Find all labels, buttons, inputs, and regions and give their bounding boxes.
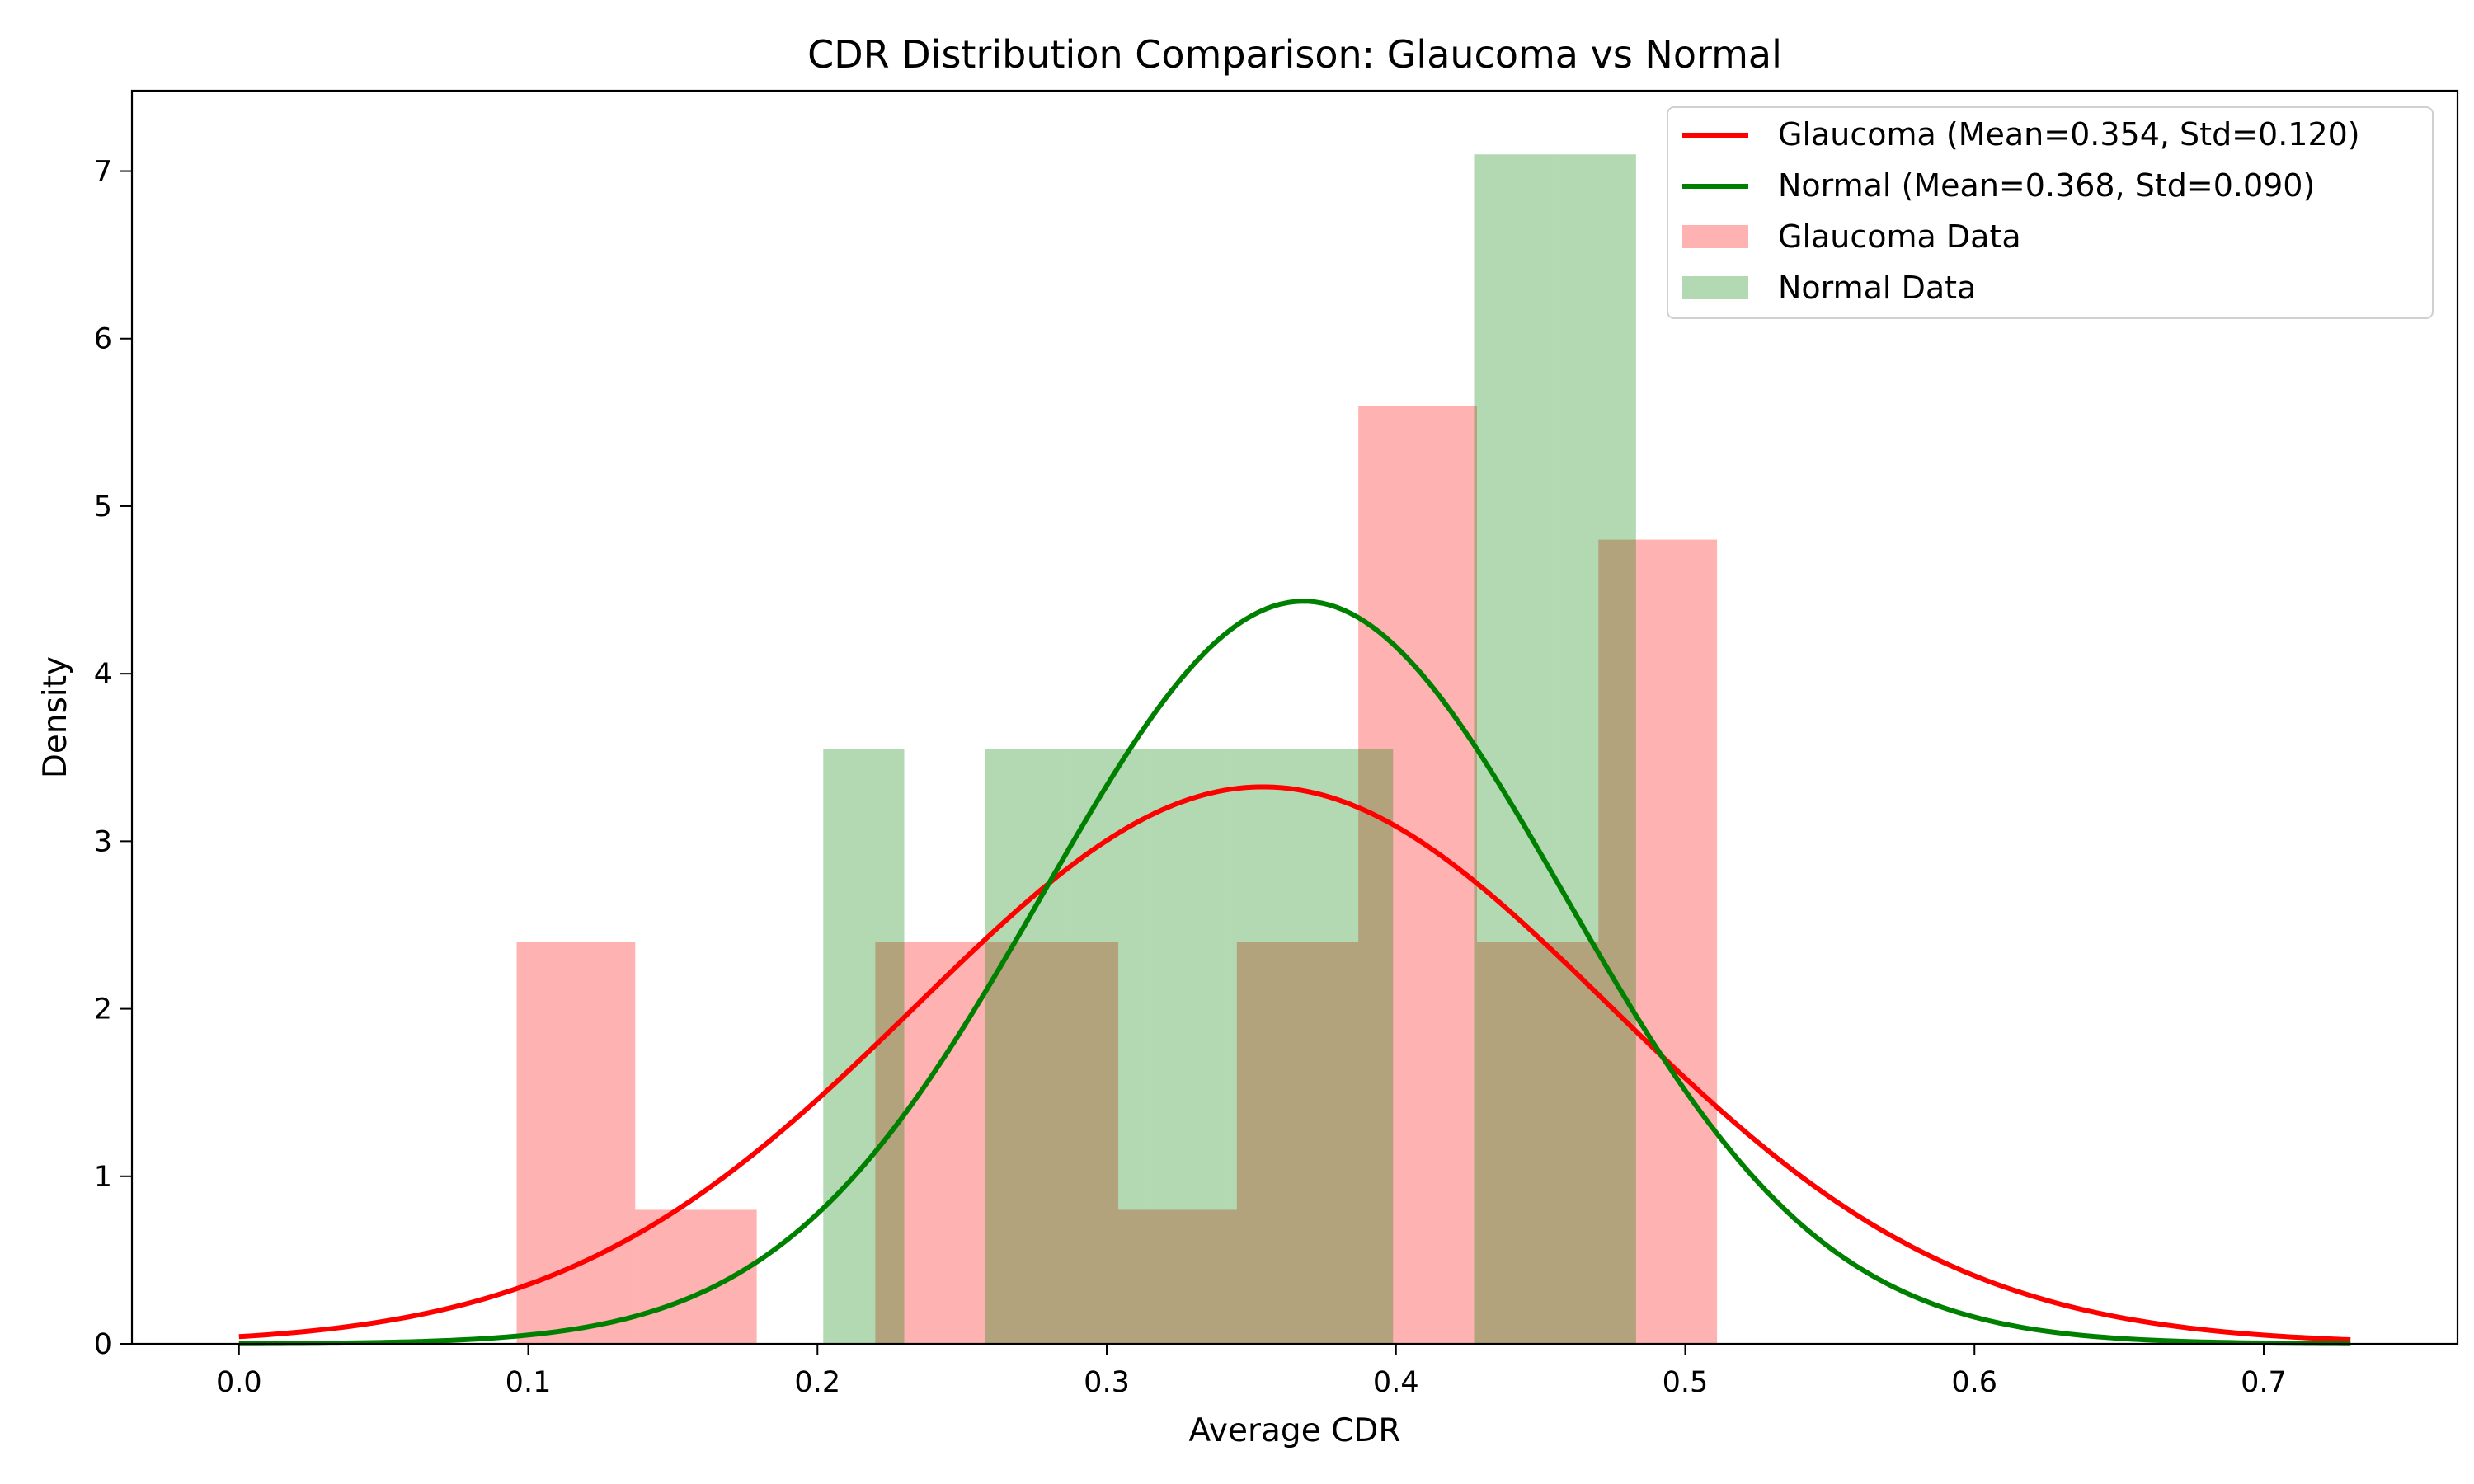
legend-normal-swatch xyxy=(1682,276,1748,299)
y-tick-label-3: 3 xyxy=(94,825,112,858)
y-tick-label-6: 6 xyxy=(94,323,112,356)
curve-glaucoma-pdf xyxy=(238,784,2351,1343)
bar-normal-0 xyxy=(823,749,905,1344)
bar-glaucoma-6 xyxy=(1236,942,1359,1344)
x-tick-label-3: 0.3 xyxy=(1084,1366,1130,1399)
x-tick-label-7: 0.7 xyxy=(2241,1366,2287,1399)
curve-normal-pdf xyxy=(238,599,2351,1346)
bar-normal-4 xyxy=(1147,749,1231,1344)
x-tick-label-1: 0.1 xyxy=(506,1366,552,1399)
bar-glaucoma-9 xyxy=(1598,539,1718,1344)
bar-glaucoma-8 xyxy=(1476,942,1599,1344)
x-tick-label-0: 0.0 xyxy=(216,1366,262,1399)
x-axis-label: Average CDR xyxy=(1189,1412,1401,1449)
x-tick-label-2: 0.2 xyxy=(794,1366,840,1399)
bar-glaucoma-1 xyxy=(635,1209,757,1344)
legend-normal-data-label: Normal Data xyxy=(1778,270,1976,306)
bar-normal-9 xyxy=(1554,154,1636,1345)
bar-normal-6 xyxy=(1312,749,1394,1344)
y-tick-label-2: 2 xyxy=(94,993,112,1026)
bar-normal-2 xyxy=(985,749,1066,1344)
x-tick-label-6: 0.6 xyxy=(1951,1366,1997,1399)
bar-normal-8 xyxy=(1474,154,1555,1345)
y-tick-label-1: 1 xyxy=(94,1161,112,1194)
bar-normal-5 xyxy=(1230,749,1313,1344)
y-tick-label-4: 4 xyxy=(94,658,112,691)
bar-normal-3 xyxy=(1065,749,1148,1344)
x-tick-label-4: 0.4 xyxy=(1373,1366,1419,1399)
legend-glaucoma-curve-label: Glaucoma (Mean=0.354, Std=0.120) xyxy=(1778,116,2360,153)
y-axis-label: Density xyxy=(37,656,74,778)
y-axis-ticks: 0 1 2 3 4 5 6 7 xyxy=(94,156,132,1361)
chart-title: CDR Distribution Comparison: Glaucoma vs… xyxy=(807,32,1782,77)
bar-glaucoma-4 xyxy=(996,942,1119,1344)
bar-glaucoma-5 xyxy=(1118,1209,1237,1344)
bar-glaucoma-0 xyxy=(516,942,636,1344)
pdf-curves xyxy=(238,599,2351,1346)
y-tick-label-5: 5 xyxy=(94,491,112,524)
legend-glaucoma-data-label: Glaucoma Data xyxy=(1778,218,2021,255)
axes-frame xyxy=(130,89,2459,1345)
x-axis-ticks: 0.0 0.1 0.2 0.3 0.4 0.5 0.6 0.7 xyxy=(216,1344,2287,1399)
legend-glaucoma-swatch xyxy=(1682,225,1748,248)
legend: Glaucoma (Mean=0.354, Std=0.120) Normal … xyxy=(1667,106,2434,319)
plot-area xyxy=(238,154,2351,1346)
legend-box xyxy=(1667,106,2434,319)
normal-histogram xyxy=(823,154,1636,1345)
y-tick-label-0: 0 xyxy=(94,1328,112,1361)
x-tick-label-5: 0.5 xyxy=(1663,1366,1709,1399)
y-tick-label-7: 7 xyxy=(94,156,112,189)
bar-glaucoma-7 xyxy=(1358,406,1477,1344)
legend-normal-curve-label: Normal (Mean=0.368, Std=0.090) xyxy=(1778,167,2315,204)
